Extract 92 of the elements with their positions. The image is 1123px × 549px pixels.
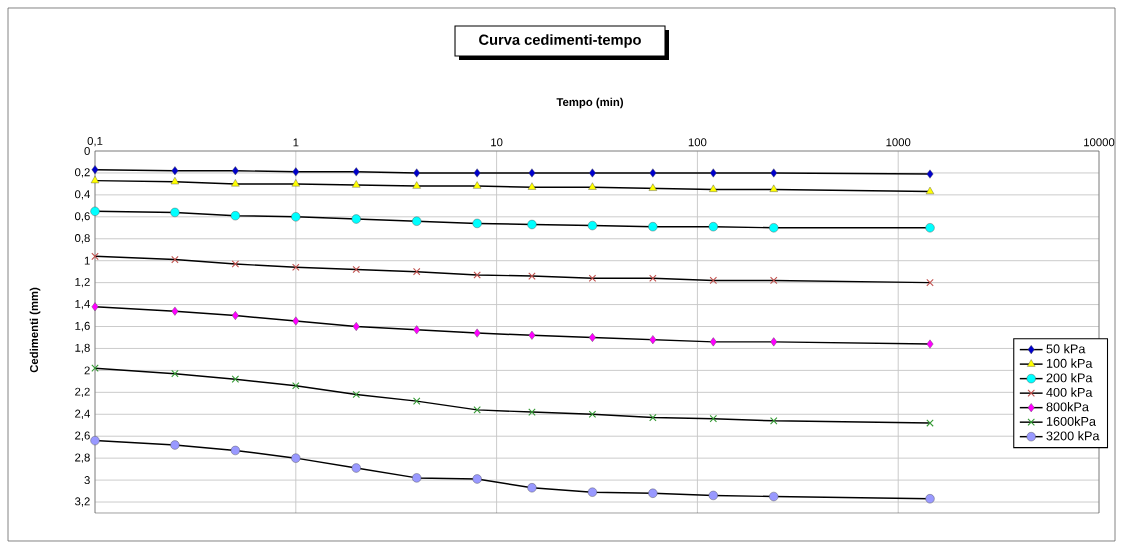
point bbox=[231, 166, 239, 176]
point bbox=[769, 223, 779, 233]
chart-title: Curva cedimenti-tempo bbox=[479, 34, 641, 48]
point bbox=[589, 333, 596, 342]
point bbox=[770, 417, 778, 425]
y-tick-label: 2,2 bbox=[75, 387, 90, 398]
point bbox=[351, 463, 361, 473]
y-tick-label: 2 bbox=[84, 366, 90, 375]
point bbox=[588, 182, 597, 190]
y-tick-label: 1 bbox=[84, 256, 90, 265]
point bbox=[231, 311, 239, 321]
point bbox=[231, 179, 240, 187]
legend-label: 800kPa bbox=[1046, 402, 1089, 412]
point bbox=[412, 267, 421, 276]
point bbox=[291, 212, 301, 222]
point bbox=[589, 168, 596, 178]
point bbox=[291, 453, 301, 463]
legend-label: 50 kPa bbox=[1046, 344, 1086, 354]
point bbox=[170, 440, 180, 450]
legend-label: 100 kPa bbox=[1046, 358, 1093, 368]
point bbox=[769, 491, 779, 502]
y-tick-label: 2,4 bbox=[75, 409, 90, 419]
y-tick-label: 1,2 bbox=[75, 277, 90, 288]
point bbox=[709, 337, 717, 347]
point bbox=[709, 168, 717, 178]
point bbox=[231, 375, 240, 383]
point bbox=[352, 322, 360, 331]
point bbox=[588, 410, 597, 419]
point bbox=[351, 214, 361, 224]
legend-label: 3200 kPa bbox=[1046, 431, 1100, 441]
point bbox=[649, 168, 657, 178]
point bbox=[587, 487, 598, 497]
y-tick-label: 0,2 bbox=[74, 168, 90, 178]
point bbox=[170, 207, 180, 218]
y-tick-label: 3,2 bbox=[74, 497, 90, 507]
point bbox=[708, 490, 718, 501]
y-axis-title: Cedimenti (mm) bbox=[29, 287, 41, 373]
point bbox=[352, 180, 361, 188]
y-tick-label: 0,8 bbox=[74, 234, 90, 244]
point bbox=[648, 222, 658, 232]
point bbox=[769, 184, 778, 192]
point bbox=[230, 445, 240, 456]
point bbox=[352, 265, 360, 274]
point bbox=[412, 181, 421, 189]
legend-label: 400 kPa bbox=[1046, 387, 1093, 397]
point bbox=[230, 211, 240, 221]
point bbox=[171, 255, 179, 264]
point bbox=[709, 184, 718, 192]
x-axis-title: Tempo (min) bbox=[556, 97, 624, 109]
x-tick-label: 10000 bbox=[1084, 138, 1115, 147]
point bbox=[412, 397, 421, 405]
point bbox=[352, 390, 360, 399]
y-tick-label: 1,8 bbox=[75, 343, 90, 354]
y-tick-label: 0,4 bbox=[74, 190, 90, 200]
y-tick-label: 1,4 bbox=[75, 299, 90, 310]
point bbox=[171, 306, 179, 316]
x-tick-label: 10 bbox=[491, 138, 503, 147]
point bbox=[352, 167, 360, 177]
point bbox=[649, 413, 657, 422]
point bbox=[171, 166, 179, 176]
x-tick-label: 100 bbox=[688, 138, 707, 147]
x-tick-label: 0,1 bbox=[87, 136, 103, 147]
y-tick-label: 2,8 bbox=[75, 453, 90, 463]
point bbox=[709, 276, 718, 285]
point bbox=[291, 179, 300, 187]
y-tick-label: 3 bbox=[84, 476, 90, 485]
point bbox=[770, 168, 778, 178]
point bbox=[648, 183, 657, 191]
y-tick-label: 1,6 bbox=[75, 321, 90, 332]
point bbox=[709, 414, 718, 423]
y-tick-label: 2,6 bbox=[75, 431, 90, 441]
point bbox=[292, 167, 300, 177]
point bbox=[231, 260, 240, 268]
point bbox=[171, 369, 179, 378]
legend-label: 200 kPa bbox=[1046, 373, 1093, 383]
point bbox=[648, 488, 658, 498]
point bbox=[292, 263, 300, 272]
point bbox=[292, 316, 300, 326]
legend-label: 1600kPa bbox=[1046, 416, 1096, 426]
y-tick-label: 0,6 bbox=[74, 212, 90, 222]
point bbox=[588, 274, 597, 282]
point bbox=[292, 382, 300, 390]
point bbox=[708, 222, 718, 232]
x-tick-label: 1 bbox=[293, 138, 299, 147]
point bbox=[649, 335, 657, 345]
point bbox=[649, 274, 657, 282]
point bbox=[170, 176, 180, 185]
x-tick-label: 1000 bbox=[886, 138, 911, 147]
point bbox=[770, 276, 778, 285]
point bbox=[770, 337, 778, 347]
y-tick-label: 0 bbox=[84, 147, 90, 156]
point bbox=[587, 221, 598, 231]
